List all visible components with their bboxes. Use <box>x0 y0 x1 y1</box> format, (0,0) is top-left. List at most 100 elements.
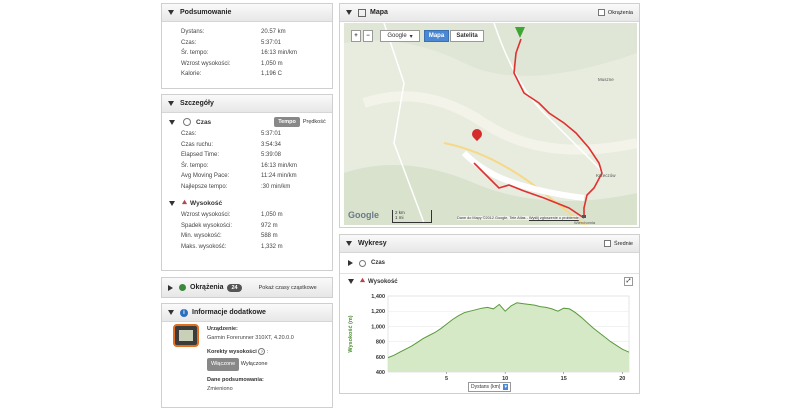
charts-header[interactable]: Wykresy Średnie <box>340 235 639 253</box>
map-title: Mapa <box>370 9 388 16</box>
correction-on-button[interactable]: Włączone <box>207 358 240 371</box>
elevation-subsection[interactable]: ⛰ Wysokość <box>169 196 332 210</box>
collapse-arrow-icon[interactable] <box>348 279 354 284</box>
stat-row: Min. wysokość: 588 m <box>181 231 332 242</box>
stat-row: Maks. wysokość: 1,332 m <box>181 242 332 253</box>
elevation-chart-row[interactable]: ⛰ Wysokość ⤢ <box>340 274 639 289</box>
y-tick-label: 800 <box>376 340 385 346</box>
map-header[interactable]: Mapa Okrążenia <box>340 4 639 22</box>
time-list: Czas: 5:37:01 Czas ruchu: 3:54:34 Elapsed Ti… <box>169 129 332 192</box>
stat-label: Najlepsze tempo: <box>181 183 228 190</box>
correction-off-button[interactable]: Wyłączone <box>240 361 268 367</box>
elevation-icon: ⛰ <box>360 278 366 284</box>
stat-value: 5:39:08 <box>261 152 282 159</box>
collapse-arrow-icon[interactable] <box>169 119 175 125</box>
zoom-out-button[interactable]: − <box>363 30 373 42</box>
elevation-line <box>387 302 630 359</box>
collapse-arrow-icon[interactable] <box>168 310 174 315</box>
town-label: Muszne <box>598 77 614 82</box>
laps-header[interactable]: Okrążenia 24 Pokaż czasy cząstkowe <box>162 278 332 297</box>
expand-icon[interactable]: ⤢ <box>624 277 633 286</box>
info-header[interactable]: i Informacje dodatkowe <box>162 304 332 322</box>
y-tick-label: 1,000 <box>371 324 385 330</box>
collapse-arrow-icon[interactable] <box>346 241 352 246</box>
collapse-arrow-icon[interactable] <box>346 10 352 15</box>
finish-flag-icon[interactable] <box>582 215 586 218</box>
xaxis-dropdown[interactable]: Dystans (km) ▾ <box>468 382 511 392</box>
stat-value: 11:24 min/km <box>261 173 297 180</box>
map-type-button[interactable]: Mapa <box>424 30 449 42</box>
summary-data-value: Zmieniono <box>207 386 233 392</box>
map-icon <box>358 8 366 17</box>
laps-checkbox-label: Okrążenia <box>607 9 633 16</box>
elevation-icon: ⛰ <box>182 199 188 206</box>
device-value: Garmin Forerunner 310XT, 4.20.0.0 <box>207 335 294 341</box>
stat-label: Spadek wysokości: <box>181 222 233 229</box>
stat-row: Dystans: 20.57 km <box>181 27 332 38</box>
elevation-correction-label: Korekty wysokości <box>207 349 257 355</box>
stat-label: Czas: <box>181 131 197 138</box>
collapse-arrow-icon[interactable] <box>168 101 174 106</box>
device-image <box>173 324 199 347</box>
help-icon[interactable]: ? <box>258 348 266 355</box>
satellite-type-button[interactable]: Satelita <box>450 30 484 42</box>
map-attribution: Dane do Mapy ©2012 Google, Tele Atlas - … <box>457 216 579 220</box>
start-marker-icon[interactable] <box>515 27 525 38</box>
x-tick-label: 10 <box>502 376 508 382</box>
summary-header[interactable]: Podsumowanie <box>162 4 332 22</box>
details-title: Szczegóły <box>180 100 214 107</box>
provider-dropdown[interactable]: Google ▾ <box>380 30 420 42</box>
stat-value: 16:13 min/km <box>261 162 298 169</box>
stat-row: Elapsed Time: 5:39:08 <box>181 150 332 161</box>
speed-button[interactable]: Prędkość <box>302 119 326 125</box>
stat-label: Min. wysokość: <box>181 233 222 240</box>
expand-arrow-icon[interactable] <box>348 260 353 266</box>
laps-checkbox[interactable] <box>597 9 605 16</box>
averages-checkbox[interactable] <box>604 240 612 247</box>
collapse-arrow-icon[interactable] <box>169 200 175 206</box>
stat-row: Wzrost wysokości: 1,050 m <box>181 210 332 221</box>
stat-label: Czas ruchu: <box>181 141 214 148</box>
time-subsection[interactable]: Czas Tempo Prędkość <box>169 115 332 129</box>
laps-panel: Okrążenia 24 Pokaż czasy cząstkowe <box>161 277 333 298</box>
x-tick-label: 20 <box>619 376 625 382</box>
map-view[interactable]: + − Google ▾ Mapa Satelita Muszne Krzecz… <box>344 23 637 225</box>
xaxis-dropdown-label: Dystans (km) <box>471 384 501 390</box>
elevation-chart-label: Wysokość <box>368 278 398 285</box>
stat-label: Avg Moving Pace: <box>181 173 230 180</box>
stat-label: Wzrost wysokości: <box>181 60 231 67</box>
stat-value: 3:54:34 <box>261 141 282 148</box>
collapse-arrow-icon[interactable] <box>168 10 174 15</box>
scale-km-label: 2 km <box>395 210 405 215</box>
y-tick-label: 400 <box>376 370 385 376</box>
stat-row: Wzrost wysokości: 1,050 m <box>181 59 332 70</box>
charts-panel: Wykresy Średnie Czas ⛰ Wysokość ⤢ 400 600… <box>339 234 640 394</box>
stat-row: Czas: 5:37:01 <box>181 129 332 140</box>
device-label: Urządzenie: <box>207 326 238 332</box>
summary-data-label: Dane podsumowania: <box>207 377 264 383</box>
attribution-text: Dane do Mapy ©2012 Google, Tele Atlas - <box>457 216 529 220</box>
stat-label: Kalorie: <box>181 71 202 78</box>
info-title: Informacje dodatkowe <box>192 309 266 316</box>
clock-icon <box>183 118 191 126</box>
stat-value: 16:13 min/km <box>261 50 298 57</box>
stat-row: Kalorie: 1,196 C <box>181 69 332 80</box>
stat-value: 20.57 km <box>261 29 286 36</box>
show-splits-link[interactable]: Pokaż czasy cząstkowe <box>258 284 317 291</box>
time-chart-label: Czas <box>371 260 386 266</box>
time-chart-row[interactable]: Czas <box>340 253 639 274</box>
report-problem-link[interactable]: Wyślij zgłoszenie o problemie <box>528 216 579 220</box>
x-tick-label: 5 <box>445 376 448 382</box>
info-icon: i <box>180 308 188 317</box>
town-label: Krzeczów <box>596 173 616 178</box>
zoom-in-button[interactable]: + <box>351 30 361 42</box>
stat-row: Avg Moving Pace: 11:24 min/km <box>181 171 332 182</box>
expand-arrow-icon[interactable] <box>168 284 173 291</box>
stat-row: Spadek wysokości: 972 m <box>181 221 332 232</box>
tempo-button[interactable]: Tempo <box>274 117 300 127</box>
stat-row: Czas ruchu: 3:54:34 <box>181 140 332 151</box>
stat-label: Maks. wysokość: <box>181 243 227 250</box>
x-tick-label: 15 <box>561 376 567 382</box>
details-header[interactable]: Szczegóły <box>162 95 332 113</box>
stat-value: 972 m <box>261 222 278 229</box>
